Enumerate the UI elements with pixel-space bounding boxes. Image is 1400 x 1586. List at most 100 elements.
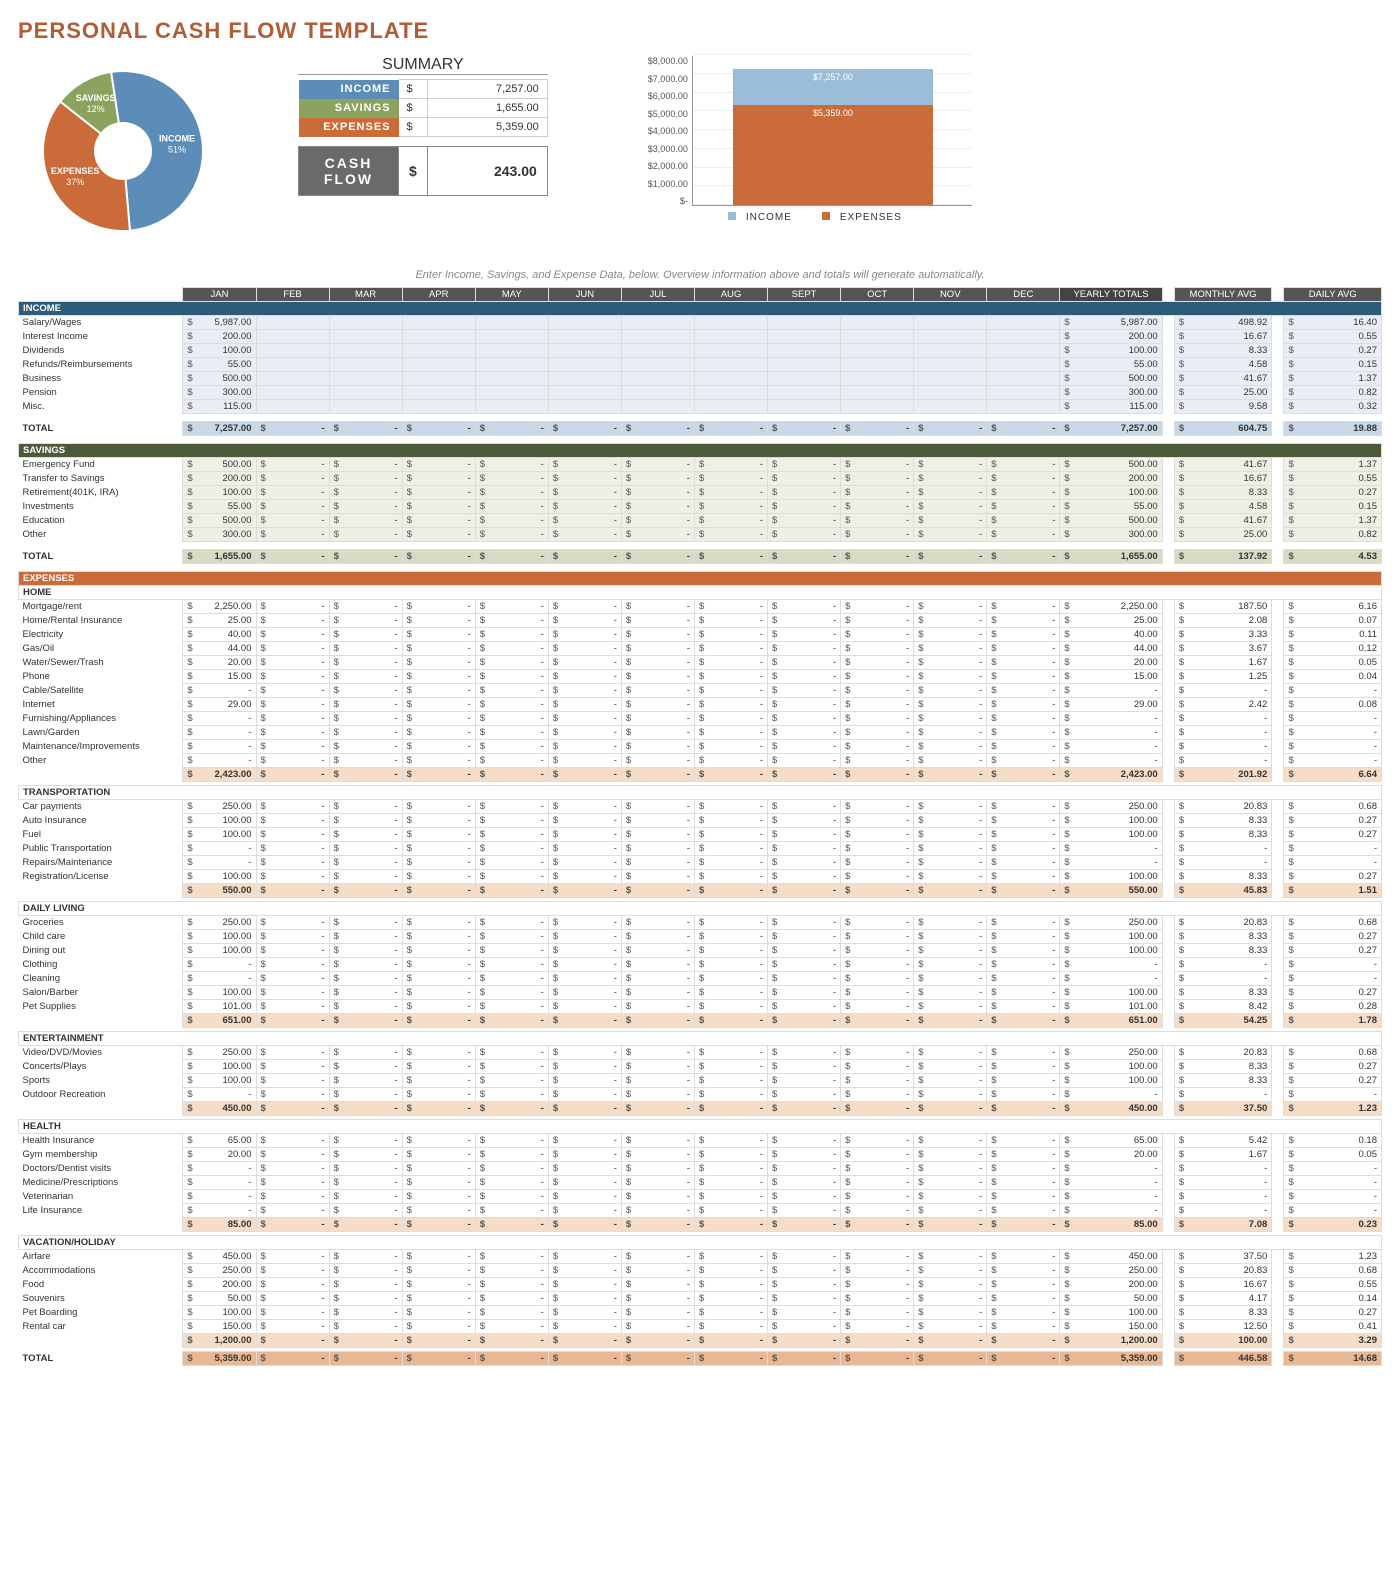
row-label: Health Insurance (19, 1134, 183, 1148)
svg-text:37%: 37% (66, 177, 84, 187)
cashflow-grid: JANFEBMARAPRMAYJUNJULAUGSEPTOCTNOVDECYEA… (18, 287, 1382, 1366)
row-label: Food (19, 1278, 183, 1292)
row-label: Life Insurance (19, 1204, 183, 1218)
total-label (19, 884, 183, 898)
bar-chart: $8,000.00$7,000.00$6,000.00$5,000.00$4,0… (648, 56, 972, 223)
month-header: OCT (841, 288, 914, 302)
row-label: Gym membership (19, 1148, 183, 1162)
row-label: Mortgage/rent (19, 600, 183, 614)
month-header: SEPT (768, 288, 841, 302)
summary-value: 1,655.00 (427, 99, 547, 118)
row-label: Veterinarian (19, 1190, 183, 1204)
total-label (19, 1334, 183, 1348)
expense-group-header: DAILY LIVING (19, 902, 1382, 916)
summary-label: EXPENSES (299, 118, 399, 137)
row-label: Accommodations (19, 1264, 183, 1278)
summary-title: SUMMARY (298, 56, 548, 75)
summary-label: SAVINGS (299, 99, 399, 118)
svg-text:INCOME: INCOME (159, 134, 195, 144)
total-label (19, 1014, 183, 1028)
expense-group-header: VACATION/HOLIDAY (19, 1236, 1382, 1250)
month-header: MAY (475, 288, 548, 302)
total-label (19, 1218, 183, 1232)
row-label: Interest Income (19, 330, 183, 344)
section-header: SAVINGS (19, 444, 1382, 458)
row-label: Child care (19, 930, 183, 944)
row-label: Public Transportation (19, 842, 183, 856)
cashflow-label: CASH FLOW (299, 147, 399, 196)
row-label: Home/Rental Insurance (19, 614, 183, 628)
row-label: Investments (19, 500, 183, 514)
row-label: Auto Insurance (19, 814, 183, 828)
row-label: Cleaning (19, 972, 183, 986)
section-header: INCOME (19, 302, 1382, 316)
row-label: Pension (19, 386, 183, 400)
yearly-header: YEARLY TOTALS (1060, 288, 1162, 302)
svg-text:EXPENSES: EXPENSES (51, 166, 100, 176)
row-label: Outdoor Recreation (19, 1088, 183, 1102)
total-label: TOTAL (19, 1352, 183, 1366)
total-label: TOTAL (19, 550, 183, 564)
row-label: Pet Boarding (19, 1306, 183, 1320)
row-label: Emergency Fund (19, 458, 183, 472)
expense-group-header: HOME (19, 586, 1382, 600)
row-label: Groceries (19, 916, 183, 930)
expense-group-header: TRANSPORTATION (19, 786, 1382, 800)
row-label: Education (19, 514, 183, 528)
month-header: MAR (329, 288, 402, 302)
row-label: Cable/Satellite (19, 684, 183, 698)
row-label: Business (19, 372, 183, 386)
row-label: Electricity (19, 628, 183, 642)
bar: $5,359.00 (733, 105, 933, 205)
row-label: Souvenirs (19, 1292, 183, 1306)
row-label: Internet (19, 698, 183, 712)
row-label: Furnishing/Appliances (19, 712, 183, 726)
summary-label: INCOME (299, 80, 399, 99)
svg-text:51%: 51% (168, 145, 186, 155)
row-label: Doctors/Dentist visits (19, 1162, 183, 1176)
row-label: Clothing (19, 958, 183, 972)
row-label: Medicine/Prescriptions (19, 1176, 183, 1190)
month-header: JUN (548, 288, 621, 302)
month-header: JUL (621, 288, 694, 302)
total-label: TOTAL (19, 422, 183, 436)
row-label: Other (19, 754, 183, 768)
row-label: Phone (19, 670, 183, 684)
expense-group-header: ENTERTAINMENT (19, 1032, 1382, 1046)
monthly-avg-header: MONTHLY AVG (1174, 288, 1271, 302)
row-label: Gas/Oil (19, 642, 183, 656)
month-header: NOV (914, 288, 987, 302)
row-label: Water/Sewer/Trash (19, 656, 183, 670)
month-header: JAN (183, 288, 256, 302)
row-label: Concerts/Plays (19, 1060, 183, 1074)
expense-group-header: HEALTH (19, 1120, 1382, 1134)
row-label: Misc. (19, 400, 183, 414)
row-label: Salon/Barber (19, 986, 183, 1000)
row-label: Salary/Wages (19, 316, 183, 330)
section-header: EXPENSES (19, 572, 1382, 586)
row-label: Refunds/Reimbursements (19, 358, 183, 372)
summary-block: SUMMARY INCOME $ 7,257.00SAVINGS $ 1,655… (298, 56, 548, 196)
pie-chart: INCOME51% EXPENSES37% SAVINGS12% (18, 56, 228, 249)
summary-value: 7,257.00 (427, 80, 547, 99)
month-header: AUG (694, 288, 767, 302)
row-label: Sports (19, 1074, 183, 1088)
row-label: Pet Supplies (19, 1000, 183, 1014)
cashflow-value: 243.00 (427, 147, 547, 196)
row-label: Other (19, 528, 183, 542)
row-label: Transfer to Savings (19, 472, 183, 486)
daily-avg-header: DAILY AVG (1284, 288, 1382, 302)
row-label: Car payments (19, 800, 183, 814)
instruction-text: Enter Income, Savings, and Expense Data,… (18, 269, 1382, 281)
row-label: Rental car (19, 1320, 183, 1334)
row-label: Airfare (19, 1250, 183, 1264)
row-label: Video/DVD/Movies (19, 1046, 183, 1060)
row-label: Maintenance/Improvements (19, 740, 183, 754)
row-label: Retirement(401K, IRA) (19, 486, 183, 500)
svg-text:12%: 12% (87, 104, 105, 114)
row-label: Dividends (19, 344, 183, 358)
month-header: APR (402, 288, 475, 302)
svg-text:SAVINGS: SAVINGS (76, 93, 116, 103)
month-header: FEB (256, 288, 329, 302)
total-label (19, 1102, 183, 1116)
